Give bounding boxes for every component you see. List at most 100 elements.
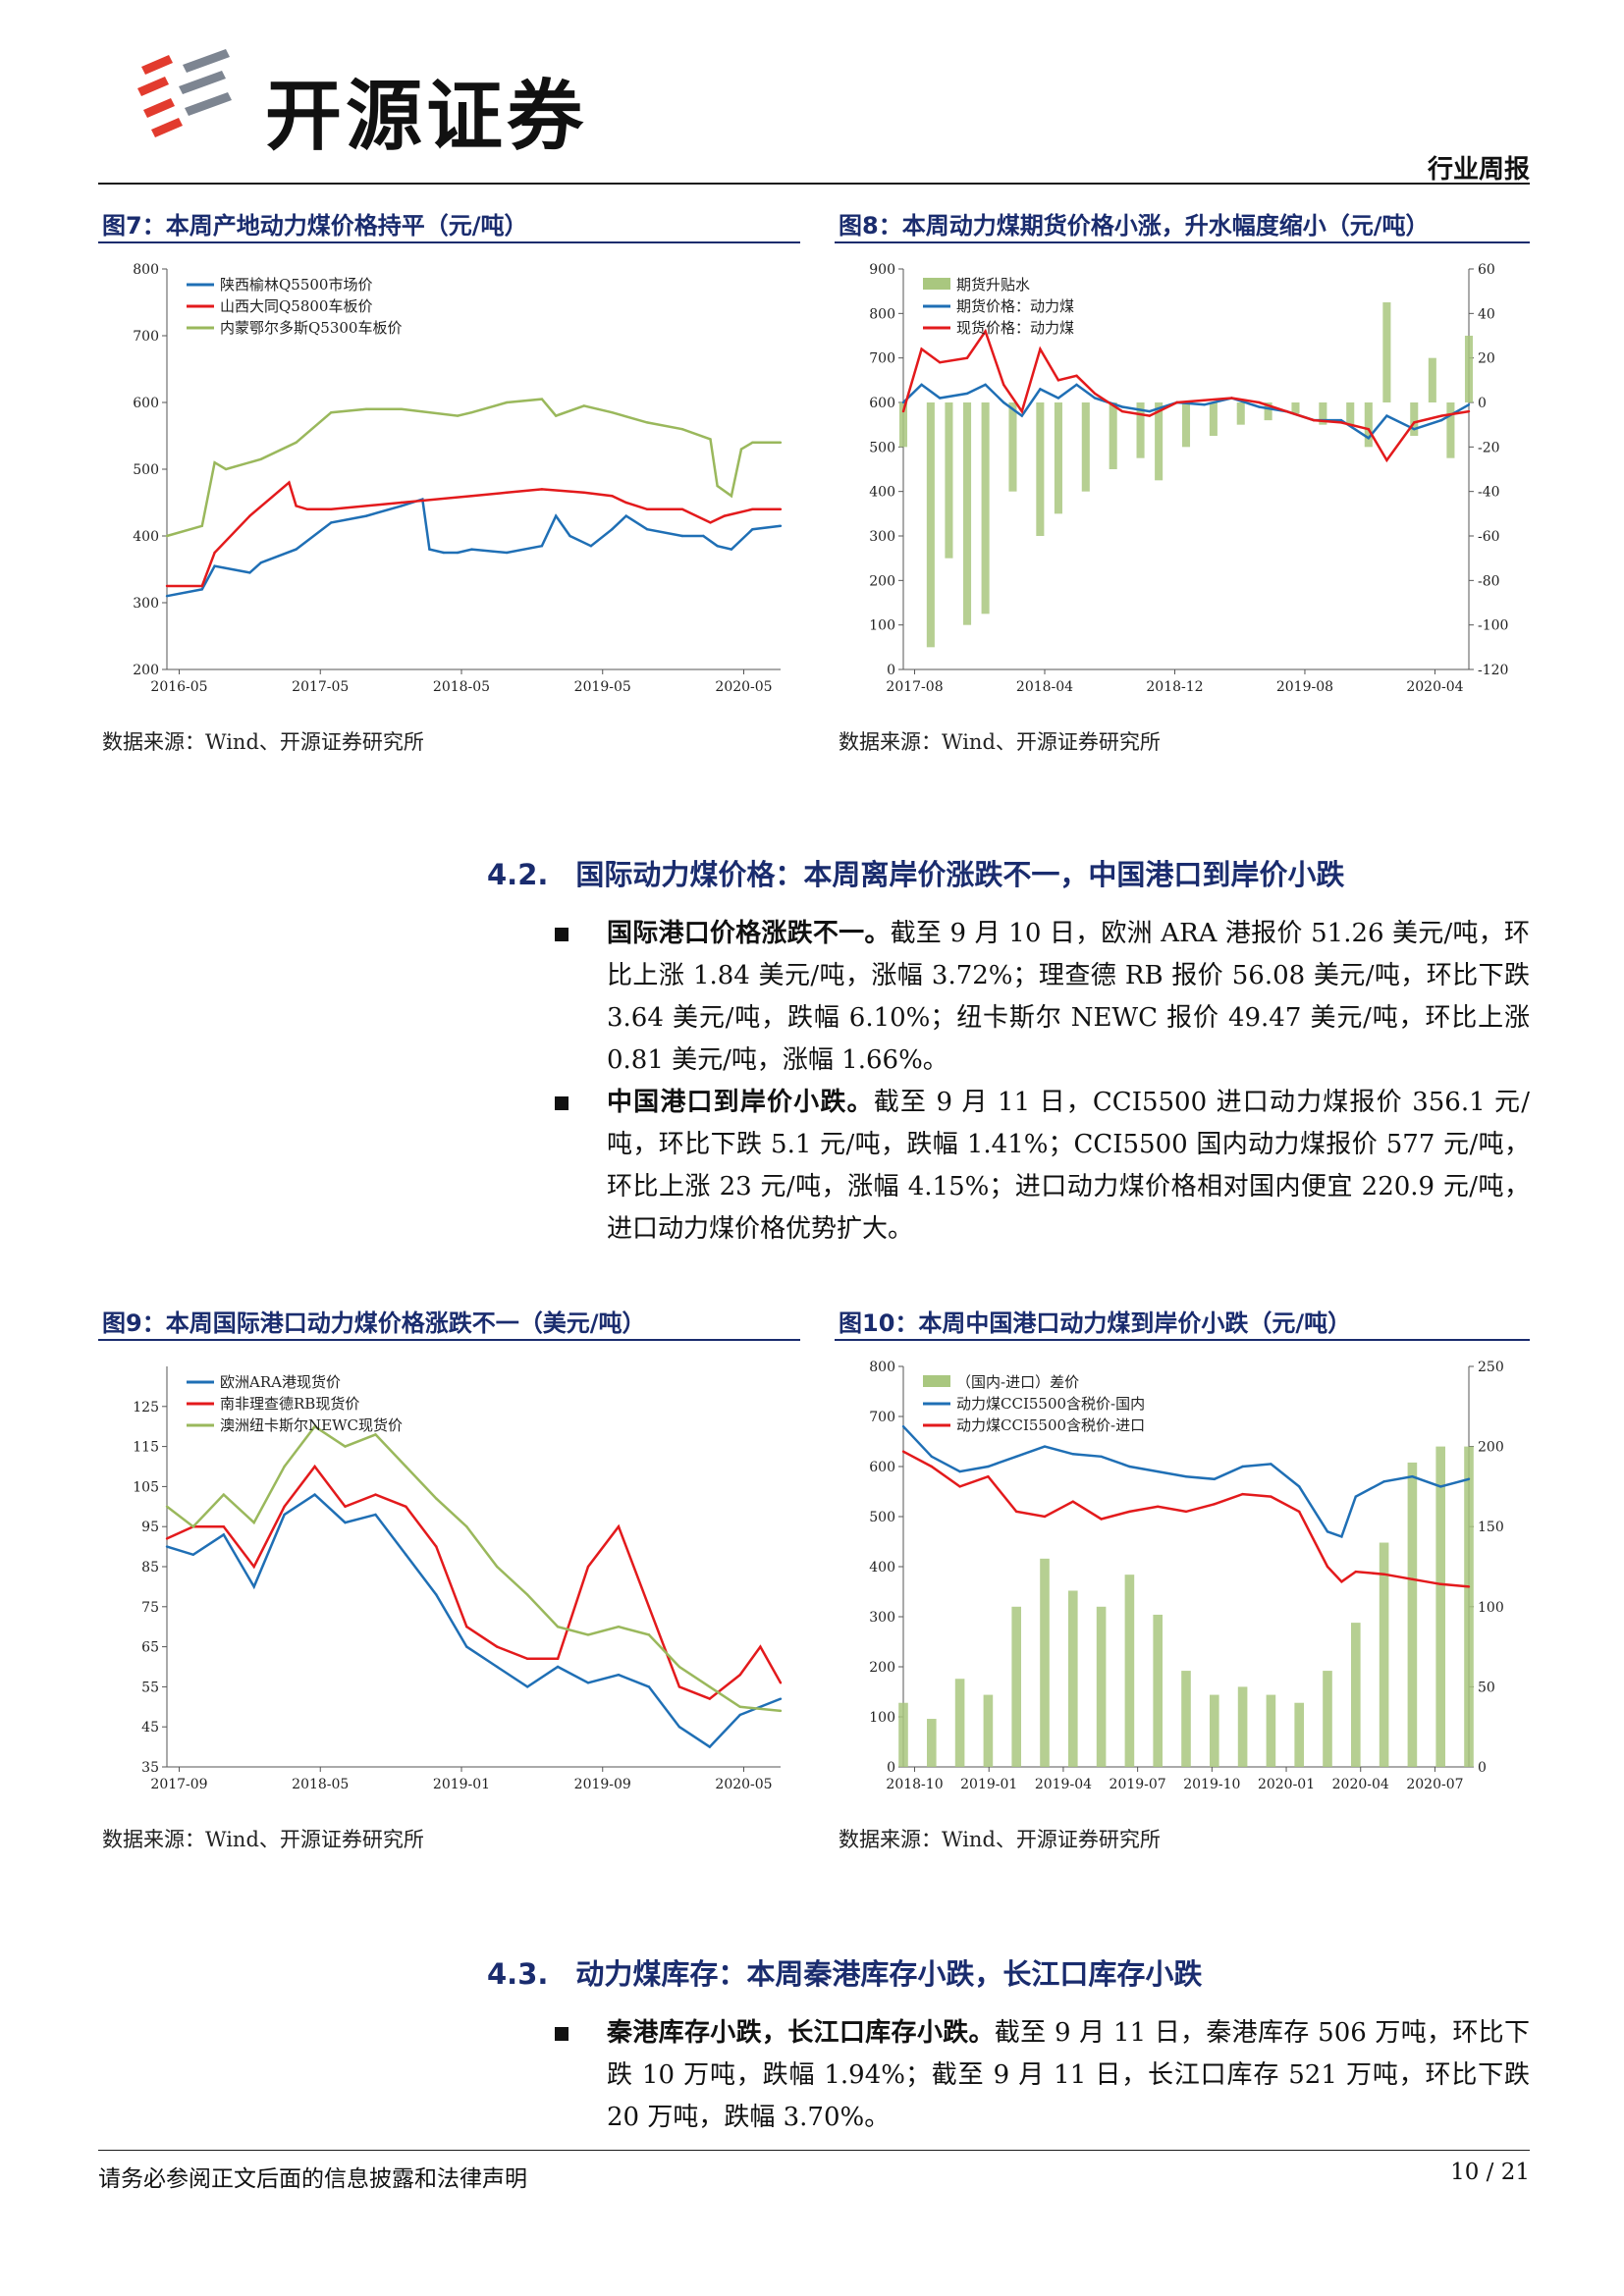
- data-point: [586, 1633, 590, 1636]
- data-point: [1093, 397, 1097, 400]
- data-point: [400, 501, 404, 505]
- paragraph-china-port-price: 中国港口到岸价小跌。截至 9 月 11 日，CCI5500 进口动力煤报价 35…: [607, 1082, 1530, 1251]
- data-point: [222, 1533, 225, 1536]
- data-point: [374, 1513, 377, 1517]
- data-point: [779, 1709, 783, 1713]
- data-point: [313, 1425, 316, 1428]
- x-tick-label: 2020-01: [1258, 1777, 1315, 1792]
- data-point: [1439, 1485, 1442, 1488]
- data-point: [1043, 1515, 1047, 1519]
- bar: [1435, 1446, 1445, 1767]
- data-point: [568, 534, 571, 538]
- y2-tick-label: -80: [1478, 573, 1500, 589]
- data-point: [165, 1505, 169, 1508]
- fig9-source: 数据来源：Wind、开源证券研究所: [102, 1828, 424, 1851]
- legend-swatch: [923, 278, 950, 290]
- data-point: [213, 551, 216, 555]
- data-point: [1284, 409, 1288, 413]
- y2-tick-label: -60: [1478, 529, 1500, 545]
- data-point: [751, 441, 754, 444]
- data-point: [751, 528, 754, 531]
- data-point: [344, 1445, 347, 1448]
- data-point: [1385, 458, 1388, 462]
- data-point: [252, 1521, 255, 1524]
- bar: [1464, 1446, 1474, 1767]
- data-point: [400, 407, 404, 410]
- y-tick-label: 45: [141, 1720, 159, 1735]
- data-point: [1128, 1510, 1131, 1514]
- y2-tick-label: -20: [1478, 440, 1500, 455]
- paragraph-body: 截至 9 月 11 日，秦港库存 506 万吨，环比下跌 10 万吨，跌幅 1.…: [607, 2018, 1530, 2132]
- data-point: [708, 1685, 712, 1688]
- bar: [1428, 357, 1436, 402]
- data-point: [456, 414, 460, 417]
- data-point: [435, 1593, 438, 1596]
- data-point: [252, 1565, 255, 1569]
- data-point: [647, 1633, 651, 1636]
- data-point: [1298, 1510, 1301, 1514]
- series-line: [166, 398, 781, 538]
- bar: [1291, 402, 1300, 414]
- data-point: [589, 545, 593, 548]
- y-tick-label: 300: [869, 529, 895, 545]
- data-point: [191, 1525, 195, 1528]
- y-tick-label: 115: [133, 1440, 159, 1456]
- data-point: [1203, 399, 1206, 401]
- data-point: [1413, 428, 1416, 431]
- y-tick-label: 100: [869, 1710, 895, 1726]
- data-point: [611, 495, 614, 498]
- y2-tick-label: 250: [1478, 1360, 1504, 1375]
- data-point: [465, 1645, 468, 1648]
- data-point: [1148, 409, 1152, 413]
- data-point: [540, 488, 544, 491]
- y-tick-label: 800: [869, 306, 895, 322]
- data-point: [738, 1705, 741, 1708]
- data-point: [1411, 1577, 1414, 1580]
- fig9-title: 图9：本周国际港口动力煤价格涨跌不一（美元/吨）: [102, 1309, 646, 1337]
- x-tick-label: 2018-04: [1016, 679, 1073, 695]
- data-point: [617, 1673, 621, 1677]
- data-point: [680, 507, 684, 510]
- x-tick-label: 2020-07: [1406, 1777, 1463, 1792]
- data-point: [624, 514, 627, 517]
- data-point: [738, 1713, 741, 1717]
- data-point: [1467, 1477, 1471, 1480]
- data-point: [617, 1525, 621, 1528]
- data-point: [708, 1697, 712, 1700]
- bullet-icon: [555, 2027, 568, 2041]
- bar: [1068, 1590, 1078, 1767]
- data-point: [556, 1626, 560, 1629]
- bar: [1266, 1694, 1276, 1767]
- data-point: [213, 564, 216, 567]
- y-tick-label: 700: [869, 351, 895, 367]
- data-point: [1039, 347, 1042, 350]
- y2-tick-label: 60: [1478, 262, 1495, 278]
- data-point: [313, 1493, 316, 1496]
- fig10-rule: [835, 1339, 1530, 1341]
- series-line: [902, 1450, 1470, 1588]
- data-point: [525, 1685, 529, 1688]
- series-line: [166, 1464, 783, 1701]
- bar: [1011, 1606, 1021, 1767]
- legend-label: 现货价格：动力煤: [956, 319, 1074, 337]
- page-number: 10 / 21: [1450, 2160, 1530, 2185]
- y-tick-label: 0: [887, 663, 895, 678]
- data-point: [435, 1545, 438, 1548]
- data-point: [723, 514, 726, 517]
- data-point: [1175, 400, 1178, 404]
- data-point: [1270, 1463, 1272, 1466]
- data-point: [1157, 1505, 1160, 1508]
- data-point: [222, 1493, 225, 1496]
- paragraph-body: 截至 9 月 11 日，CCI5500 进口动力煤报价 356.1 元/吨，环比…: [607, 1088, 1530, 1244]
- data-point: [1354, 1570, 1357, 1574]
- data-point: [191, 1553, 195, 1556]
- y-tick-label: 800: [133, 262, 159, 278]
- y2-tick-label: 200: [1478, 1440, 1504, 1456]
- data-point: [554, 414, 558, 417]
- paragraph-intl-price: 国际港口价格涨跌不一。截至 9 月 10 日，欧洲 ARA 港报价 51.26 …: [607, 913, 1530, 1082]
- data-point: [958, 1485, 961, 1488]
- data-point: [582, 404, 585, 407]
- data-point: [364, 514, 368, 517]
- data-point: [364, 407, 368, 410]
- data-point: [1339, 418, 1343, 422]
